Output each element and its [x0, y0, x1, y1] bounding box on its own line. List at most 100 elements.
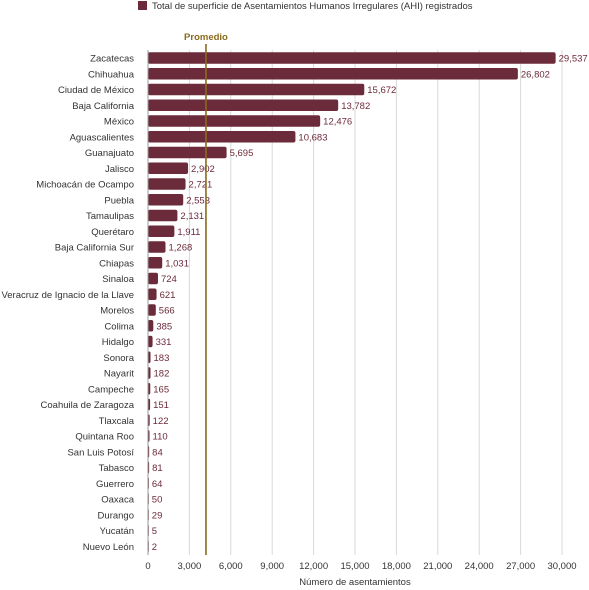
category-label: Campeche	[88, 384, 134, 395]
category-label: Chihuahua	[88, 69, 135, 80]
x-tick-label: 15,000	[340, 561, 369, 572]
bar-row: Zacatecas 29,537	[90, 52, 588, 65]
category-label: Morelos	[100, 306, 134, 317]
category-label: Colima	[104, 321, 134, 332]
category-label: Coahuila de Zaragoza	[41, 400, 135, 411]
bar-row: Baja California Sur 1,268	[55, 241, 192, 254]
bar-row: Campeche 165	[88, 383, 169, 395]
bar	[148, 194, 184, 206]
category-label: Tamaulipas	[86, 211, 134, 222]
x-tick-label: 18,000	[382, 561, 411, 572]
category-label: Oaxaca	[101, 495, 134, 506]
value-label: 621	[160, 290, 176, 301]
value-label: 724	[161, 274, 177, 285]
legend-label: Total de superficie de Asentamientos Hum…	[152, 1, 473, 12]
bar-row: Hidalgo 331	[102, 335, 172, 348]
bar	[148, 398, 151, 411]
category-label: Hidalgo	[102, 337, 134, 348]
bar-row: Jalisco 2,902	[105, 162, 215, 175]
bar-row: Veracruz de Ignacio de la Llave 621	[1, 288, 176, 301]
bar	[148, 178, 186, 190]
bar-row: Guerrero 64	[96, 477, 163, 490]
value-label: 566	[159, 306, 175, 317]
category-label: Tlaxcala	[99, 416, 135, 427]
x-tick-label: 12,000	[299, 561, 328, 572]
value-label: 331	[156, 337, 172, 348]
value-label: 2,553	[186, 195, 210, 206]
category-label: Michoacán de Ocampo	[36, 180, 134, 191]
category-label: Jalisco	[105, 164, 134, 175]
bar	[148, 131, 296, 143]
bar	[148, 99, 339, 111]
value-label: 2,131	[180, 211, 204, 222]
category-label: Veracruz de Ignacio de la Llave	[1, 290, 134, 301]
bar-row: Coahuila de Zaragoza 151	[41, 398, 169, 411]
value-label: 13,782	[341, 101, 370, 112]
bar	[148, 351, 151, 363]
bar-row: México 12,476	[104, 115, 352, 128]
category-label: Aguascalientes	[70, 132, 135, 143]
category-label: Nuevo León	[83, 542, 134, 553]
bar	[148, 367, 151, 379]
bar-row: Michoacán de Ocampo 2,721	[36, 178, 212, 191]
category-label: Zacatecas	[90, 54, 134, 65]
value-label: 26,802	[521, 69, 550, 80]
category-label: Quintana Roo	[75, 432, 134, 443]
value-label: 84	[152, 447, 163, 458]
average-label: Promedio	[184, 32, 228, 43]
x-axis: 0 3,000 6,000 9,000 12,000 15,000 18,000 21,000…	[145, 50, 577, 572]
value-label: 50	[152, 495, 163, 506]
bar	[148, 257, 163, 269]
x-axis-title: Número de asentamientos	[299, 577, 411, 588]
bar-row: Oaxaca 50	[101, 493, 163, 506]
bar	[148, 162, 189, 174]
value-label: 5,695	[230, 148, 254, 159]
bar-row: Tlaxcala 122	[99, 414, 169, 427]
x-tick-label: 0	[145, 561, 150, 572]
bar	[148, 52, 556, 64]
value-label: 5	[152, 526, 157, 537]
category-label: Nayarit	[104, 369, 134, 380]
bar	[148, 288, 157, 300]
value-label: 29	[152, 510, 163, 521]
category-label: Yucatán	[100, 526, 134, 537]
x-tick-label: 27,000	[506, 561, 535, 572]
value-label: 81	[152, 463, 163, 474]
bar-row: Sinaloa 724	[102, 272, 177, 285]
bar	[148, 335, 153, 348]
x-tick-label: 6,000	[219, 561, 243, 572]
bar-row: Baja California 13,782	[72, 99, 370, 112]
value-label: 122	[153, 416, 169, 427]
bar	[148, 83, 365, 96]
bar	[148, 320, 154, 332]
x-tick-label: 3,000	[178, 561, 202, 572]
value-label: 385	[156, 321, 172, 332]
bar-row: Tamaulipas 2,131	[86, 209, 204, 222]
value-label: 1,268	[168, 243, 192, 254]
value-label: 1,911	[177, 227, 200, 238]
x-tick-label: 21,000	[423, 561, 452, 572]
value-label: 1,031	[165, 258, 189, 269]
category-label: Ciudad de México	[58, 85, 134, 96]
legend: Total de superficie de Asentamientos Hum…	[138, 1, 473, 12]
value-label: 12,476	[323, 117, 352, 128]
category-label: Sinaloa	[102, 274, 134, 285]
bar	[148, 115, 321, 127]
bar-row: Morelos 566	[100, 304, 175, 317]
bar-row: Durango 29	[98, 509, 163, 521]
category-label: Guerrero	[96, 479, 134, 490]
category-label: Tabasco	[99, 463, 134, 474]
category-label: Guanajuato	[85, 148, 134, 159]
value-label: 64	[152, 479, 163, 490]
value-label: 110	[153, 432, 168, 443]
bar	[148, 304, 156, 316]
bar-row: Nuevo León 2	[83, 540, 157, 553]
bar-row: Puebla 2,553	[104, 194, 210, 206]
legend-swatch	[138, 1, 147, 10]
category-label: Baja California	[72, 101, 134, 112]
value-label: 165	[153, 384, 169, 395]
bar-row: Sonora 183	[103, 351, 169, 364]
category-label: Baja California Sur	[55, 243, 134, 254]
category-label: Durango	[98, 510, 134, 521]
